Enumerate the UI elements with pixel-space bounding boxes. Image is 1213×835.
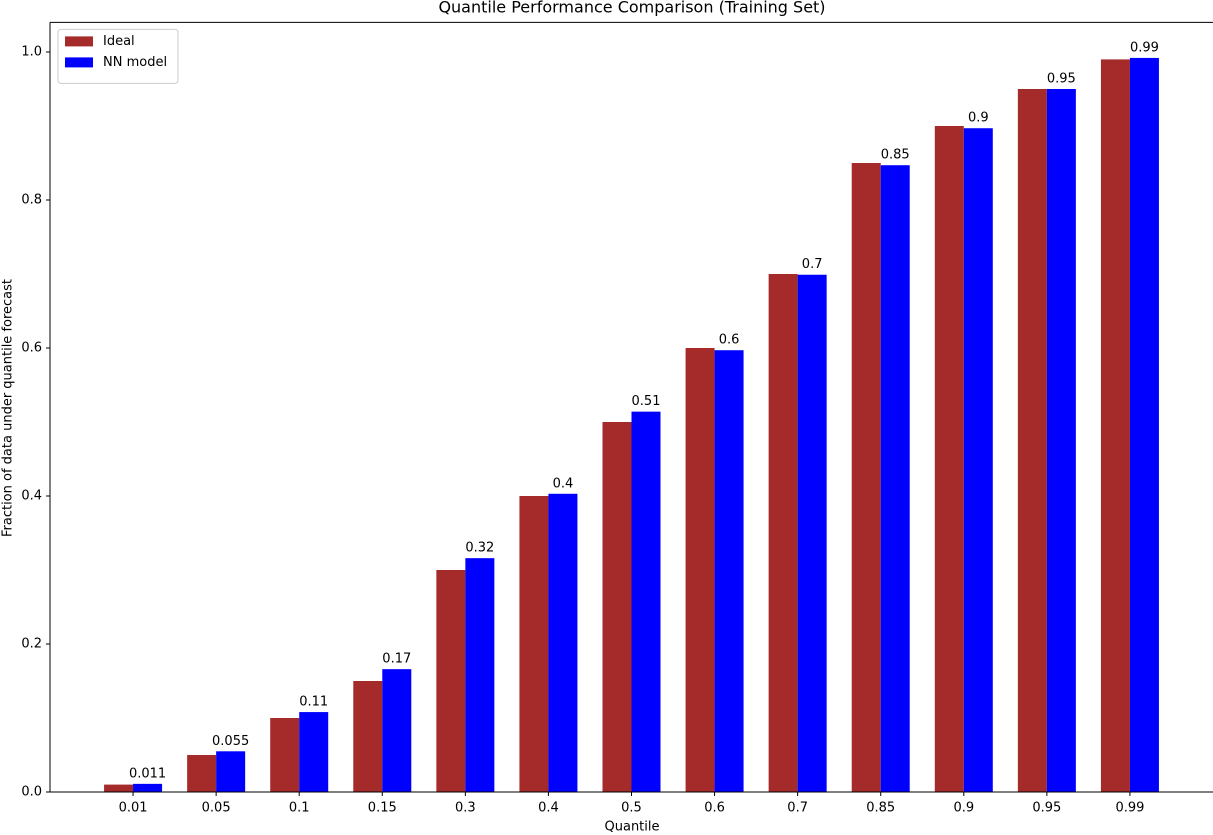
x-tick-label: 0.99 [1115,801,1144,816]
value-label: 0.17 [382,652,411,667]
y-tick-label: 0.8 [21,193,42,208]
bar [1046,89,1076,792]
bar [519,496,549,792]
bar [187,755,217,792]
value-label: 0.055 [212,734,249,749]
bar [934,126,964,792]
legend-swatch [65,57,93,68]
bar [851,163,881,792]
bar [465,558,495,792]
x-tick-label: 0.85 [866,801,895,816]
bar [353,681,383,792]
bar [548,493,578,792]
value-label: 0.32 [465,541,494,556]
bar [685,348,715,792]
x-axis-label: Quantile [605,820,660,835]
value-label: 0.9 [968,111,989,126]
x-tick-label: 0.05 [202,801,231,816]
y-tick-label: 0.2 [21,637,42,652]
value-label: 0.7 [802,257,823,272]
value-label: 0.11 [299,695,328,710]
bar [631,411,661,792]
value-label: 0.6 [719,333,740,348]
x-tick-label: 0.5 [621,801,642,816]
value-label: 0.95 [1047,72,1076,87]
value-label: 0.51 [632,394,661,409]
bar [382,669,412,792]
x-tick-label: 0.9 [953,801,974,816]
x-tick-label: 0.95 [1032,801,1061,816]
y-tick-label: 0.4 [21,489,42,504]
x-tick-label: 0.7 [787,801,808,816]
legend-label: Ideal [103,34,135,49]
bar [880,165,910,793]
bar [768,274,798,792]
bar [714,350,744,792]
value-label: 0.85 [881,148,910,163]
legend-label: NN model [103,55,167,70]
x-tick-label: 0.4 [538,801,559,816]
y-axis-label: Fraction of data under quantile forecast [1,279,16,537]
bar [216,751,246,792]
x-tick-label: 0.15 [368,801,397,816]
bar [270,718,300,792]
bar [1017,89,1047,792]
bar [104,784,134,792]
x-tick-label: 0.6 [704,801,725,816]
x-tick-label: 0.3 [455,801,476,816]
y-tick-label: 0.0 [21,785,42,800]
legend-swatch [65,36,93,47]
bar [963,128,993,793]
bar [133,783,163,792]
y-tick-label: 1.0 [21,45,42,60]
bar [602,422,632,792]
bar [1100,59,1130,792]
x-tick-label: 0.01 [119,801,148,816]
y-tick-label: 0.6 [21,341,42,356]
value-label: 0.011 [129,766,166,781]
value-label: 0.99 [1130,40,1159,55]
value-label: 0.4 [553,476,574,491]
bar [299,712,329,792]
bar [436,570,466,792]
x-tick-label: 0.1 [289,801,310,816]
bar [1129,57,1159,793]
chart-title: Quantile Performance Comparison (Trainin… [438,0,825,17]
bar [797,274,827,792]
